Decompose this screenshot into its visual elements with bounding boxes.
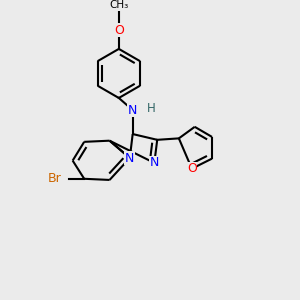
Text: N: N: [128, 103, 137, 117]
Text: H: H: [146, 102, 155, 115]
Text: N: N: [150, 156, 159, 170]
Text: Br: Br: [47, 172, 61, 185]
Text: O: O: [187, 162, 197, 175]
Text: O: O: [114, 24, 124, 37]
Text: N: N: [125, 152, 134, 164]
Text: CH₃: CH₃: [109, 0, 128, 10]
